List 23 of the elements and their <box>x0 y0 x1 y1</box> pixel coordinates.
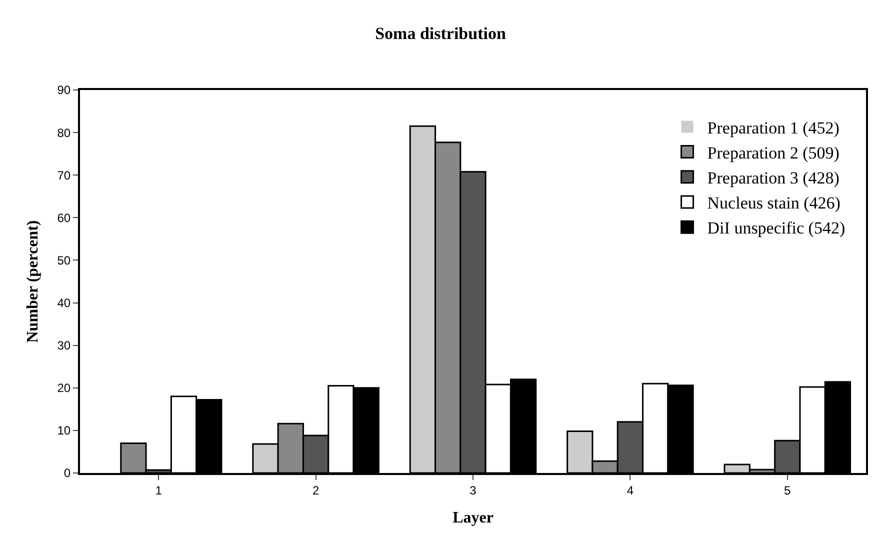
y-tick-label: 10 <box>57 424 71 438</box>
y-axis-title: Number (percent) <box>24 220 42 343</box>
y-tick-label: 70 <box>57 168 71 182</box>
y-tick-label: 60 <box>57 210 71 225</box>
y-tick-label: 40 <box>57 296 71 310</box>
y-tick-label: 0 <box>64 466 71 480</box>
legend-label: Preparation 2 (509) <box>707 143 840 162</box>
y-tick-label: 20 <box>57 381 71 396</box>
x-tick-label: 2 <box>312 483 320 498</box>
y-tick-label: 50 <box>57 253 71 268</box>
legend-label: Nucleus stain (426) <box>707 194 840 213</box>
x-tick-label: 3 <box>470 483 477 498</box>
legend-label: Preparation 3 (428) <box>707 168 840 188</box>
y-tick-label: 80 <box>57 126 71 140</box>
x-tick-label: 5 <box>784 483 792 498</box>
x-axis-title: Layer <box>452 510 494 527</box>
y-tick-label: 90 <box>57 83 71 98</box>
legend-label: Preparation 1 (452) <box>707 118 840 138</box>
x-tick-label: 1 <box>155 483 162 498</box>
y-tick-label: 30 <box>57 338 71 353</box>
legend-label: DiI unspecific (542) <box>707 218 846 238</box>
chart-title: Soma distribution <box>375 24 506 44</box>
x-tick-label: 4 <box>626 483 634 498</box>
